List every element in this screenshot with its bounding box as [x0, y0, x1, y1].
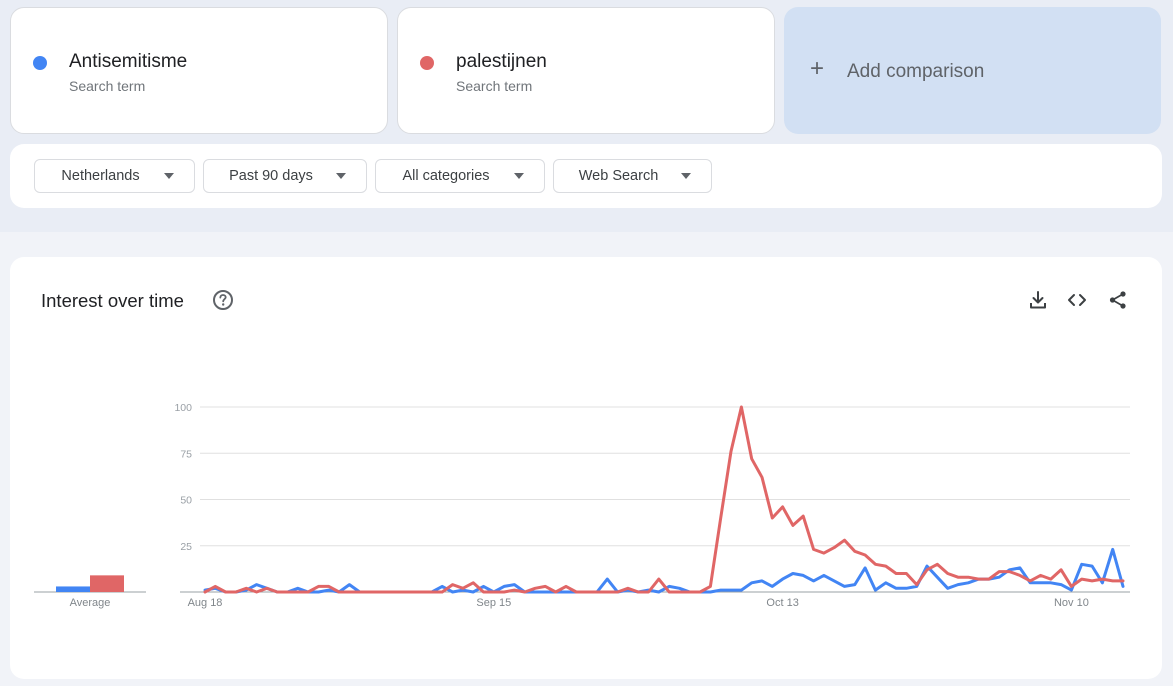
time-range-value: Past 90 days [229, 168, 313, 184]
term-card-1[interactable]: Antisemitisme Search term [10, 7, 388, 134]
region-dropdown[interactable]: Netherlands [34, 159, 195, 193]
term-card-2[interactable]: palestijnen Search term [397, 7, 775, 134]
term-name: Antisemitisme [69, 51, 188, 72]
plus-icon: + [810, 55, 825, 82]
add-comparison-label: Add comparison [847, 61, 985, 82]
average-bar [90, 575, 124, 592]
help-icon[interactable] [212, 289, 234, 311]
chart-title: Interest over time [41, 290, 184, 311]
embed-code-icon[interactable] [1066, 289, 1088, 311]
time-range-dropdown[interactable]: Past 90 days [203, 159, 367, 193]
average-label: Average [70, 597, 111, 609]
term-color-dot [420, 56, 434, 70]
download-icon[interactable] [1027, 289, 1049, 311]
caret-down-icon [336, 173, 346, 179]
term-type: Search term [456, 78, 533, 94]
caret-down-icon [681, 173, 691, 179]
y-tick-label: 75 [180, 448, 192, 460]
filter-bar: Netherlands Past 90 days All categories … [10, 144, 1162, 208]
y-tick-label: 100 [174, 402, 192, 414]
x-tick-label: Aug 18 [188, 597, 223, 609]
x-tick-label: Sep 15 [476, 597, 511, 609]
term-color-dot [33, 56, 47, 70]
caret-down-icon [164, 173, 174, 179]
y-tick-label: 25 [180, 541, 192, 553]
share-icon[interactable] [1107, 289, 1129, 311]
interest-chart: 25 50 75 100 Aug 18 Sep 15 Oct 13 Nov 10 Average [34, 402, 1130, 609]
term-name: palestijnen [456, 51, 547, 72]
caret-down-icon [514, 173, 524, 179]
interest-over-time-card: Interest over time 25 50 75 100 Aug 18 Sep 15… [10, 257, 1162, 679]
x-tick-label: Oct 13 [766, 597, 798, 609]
add-comparison-button[interactable]: + Add comparison [784, 7, 1161, 134]
category-value: All categories [402, 168, 490, 184]
region-value: Netherlands [61, 168, 140, 184]
category-dropdown[interactable]: All categories [375, 159, 545, 193]
x-tick-label: Nov 10 [1054, 597, 1089, 609]
search-type-dropdown[interactable]: Web Search [553, 159, 712, 193]
term-type: Search term [69, 78, 146, 94]
y-tick-label: 50 [180, 495, 192, 507]
series-line-palestijnen [203, 405, 1125, 594]
search-type-value: Web Search [578, 168, 659, 184]
average-bar [56, 586, 90, 592]
